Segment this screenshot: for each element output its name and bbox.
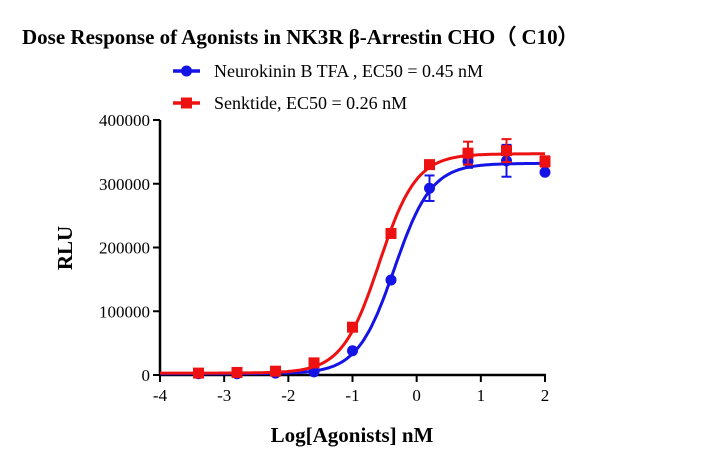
x-tick-label: 0 bbox=[412, 386, 421, 405]
legend-label: Senktide, EC50 = 0.26 nM bbox=[214, 93, 407, 113]
data-point bbox=[193, 367, 204, 379]
data-point bbox=[424, 182, 435, 194]
data-point bbox=[462, 147, 474, 159]
data-point bbox=[539, 166, 551, 178]
fit-curve-2 bbox=[160, 152, 545, 375]
x-tick-label: 1 bbox=[477, 386, 486, 405]
data-point bbox=[539, 155, 551, 167]
data-point bbox=[385, 274, 397, 286]
chart-title: Dose Response of Agonists in NK3R β-Arre… bbox=[22, 25, 579, 49]
x-axis-label: Log[Agonists] nM bbox=[271, 423, 434, 447]
data-point bbox=[501, 145, 512, 157]
x-tick-label: -3 bbox=[217, 386, 231, 405]
data-point bbox=[231, 366, 243, 378]
fit-curve-1 bbox=[160, 161, 545, 376]
y-tick-label: 200000 bbox=[99, 239, 150, 258]
x-tick-label: -4 bbox=[153, 386, 168, 405]
legend-label: Neurokinin B TFA , EC50 = 0.45 nM bbox=[214, 61, 483, 81]
legend-marker bbox=[181, 97, 192, 109]
data-point bbox=[308, 357, 320, 369]
data-point bbox=[270, 365, 281, 377]
data-point bbox=[347, 345, 358, 357]
plot-area bbox=[160, 138, 551, 380]
x-tick-label: 2 bbox=[541, 386, 550, 405]
data-point bbox=[424, 159, 435, 171]
legend: Neurokinin B TFA , EC50 = 0.45 nM Senktid… bbox=[173, 61, 483, 113]
y-tick-label: 100000 bbox=[99, 302, 150, 321]
data-point bbox=[347, 321, 358, 333]
x-tick-label: -1 bbox=[345, 386, 359, 405]
legend-marker bbox=[181, 65, 192, 77]
y-tick-label: 300000 bbox=[99, 175, 150, 194]
y-axis-label: RLU bbox=[53, 226, 77, 270]
data-point bbox=[385, 227, 397, 239]
y-tick-label: 0 bbox=[142, 366, 151, 385]
y-tick-label: 400000 bbox=[99, 111, 150, 130]
x-tick-label: -2 bbox=[281, 386, 295, 405]
